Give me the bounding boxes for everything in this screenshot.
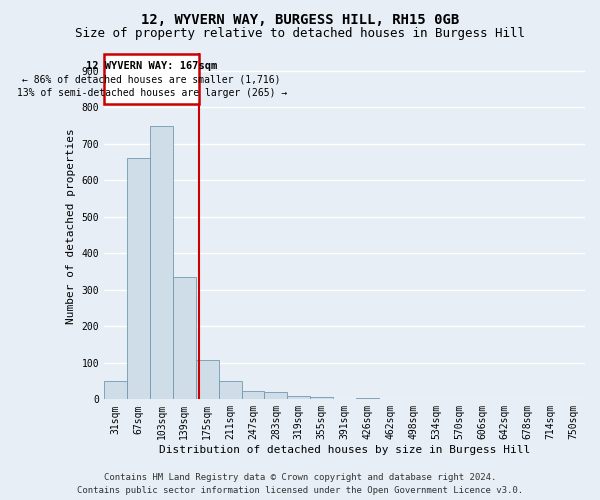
Bar — [150, 126, 173, 400]
Y-axis label: Number of detached properties: Number of detached properties — [66, 128, 76, 324]
Text: ← 86% of detached houses are smaller (1,716): ← 86% of detached houses are smaller (1,… — [22, 74, 281, 85]
Text: Size of property relative to detached houses in Burgess Hill: Size of property relative to detached ho… — [75, 28, 525, 40]
Bar — [196, 360, 218, 400]
Bar — [242, 392, 265, 400]
Text: 12, WYVERN WAY, BURGESS HILL, RH15 0GB: 12, WYVERN WAY, BURGESS HILL, RH15 0GB — [141, 12, 459, 26]
Text: 12 WYVERN WAY: 167sqm: 12 WYVERN WAY: 167sqm — [86, 61, 217, 71]
Bar — [218, 381, 242, 400]
Bar — [356, 398, 379, 400]
Bar — [265, 392, 287, 400]
Bar — [287, 396, 310, 400]
Bar — [173, 277, 196, 400]
X-axis label: Distribution of detached houses by size in Burgess Hill: Distribution of detached houses by size … — [159, 445, 530, 455]
Bar — [310, 397, 333, 400]
Bar — [127, 158, 150, 400]
Bar — [104, 381, 127, 400]
Text: Contains HM Land Registry data © Crown copyright and database right 2024.
Contai: Contains HM Land Registry data © Crown c… — [77, 474, 523, 495]
FancyBboxPatch shape — [104, 54, 199, 104]
Text: 13% of semi-detached houses are larger (265) →: 13% of semi-detached houses are larger (… — [17, 88, 287, 98]
